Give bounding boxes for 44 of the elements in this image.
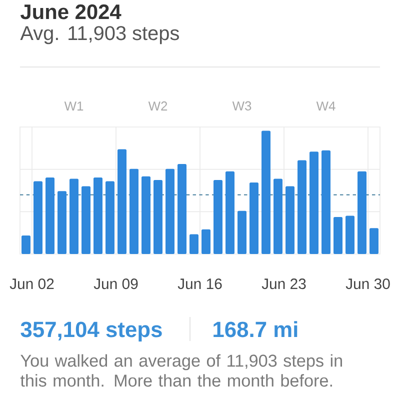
bar — [334, 217, 343, 254]
bar — [106, 181, 114, 254]
bar — [238, 210, 246, 254]
x2-tick-label: W2 — [148, 101, 168, 110]
bar — [226, 171, 234, 254]
bar — [202, 229, 210, 254]
chart-title: June 2024 — [20, 4, 122, 20]
text: 168.7 mi — [214, 321, 298, 338]
x-tick-label: Jun 09 — [94, 278, 138, 290]
bar — [178, 164, 186, 254]
x-tick-label: Jun 23 — [262, 278, 306, 290]
bar — [262, 130, 270, 254]
bar — [46, 178, 54, 254]
bar — [70, 178, 78, 254]
bar — [34, 181, 42, 254]
bar — [22, 236, 30, 254]
chart-subtitle: Avg. 11,903 steps — [20, 26, 179, 44]
bar — [298, 160, 307, 254]
bar — [274, 178, 283, 254]
bar — [190, 234, 198, 254]
bar — [370, 228, 379, 254]
bar — [130, 168, 138, 254]
bar — [118, 149, 126, 254]
bar — [286, 186, 295, 254]
bar — [94, 178, 102, 254]
x-tick-label: Jun 02 — [10, 278, 54, 290]
bar — [346, 216, 355, 254]
bar — [250, 182, 258, 254]
text: You walked an average of 11,903 steps in this month. More than the month before. — [20, 354, 342, 387]
x2-tick-label: W3 — [232, 101, 252, 110]
x2-tick-label: W4 — [316, 102, 336, 110]
x2-tick-label: W1 — [64, 102, 84, 110]
bar — [142, 176, 150, 254]
bar — [358, 171, 367, 254]
bar — [58, 191, 66, 254]
bar — [310, 152, 319, 254]
bar — [82, 186, 90, 254]
bar — [166, 168, 174, 254]
bar — [154, 180, 162, 254]
x-tick-label: Jun 30 — [346, 278, 390, 290]
bar — [214, 180, 222, 254]
x-tick-label: Jun 16 — [178, 278, 222, 290]
text: 357,104 steps — [20, 322, 162, 342]
bar — [322, 150, 331, 254]
